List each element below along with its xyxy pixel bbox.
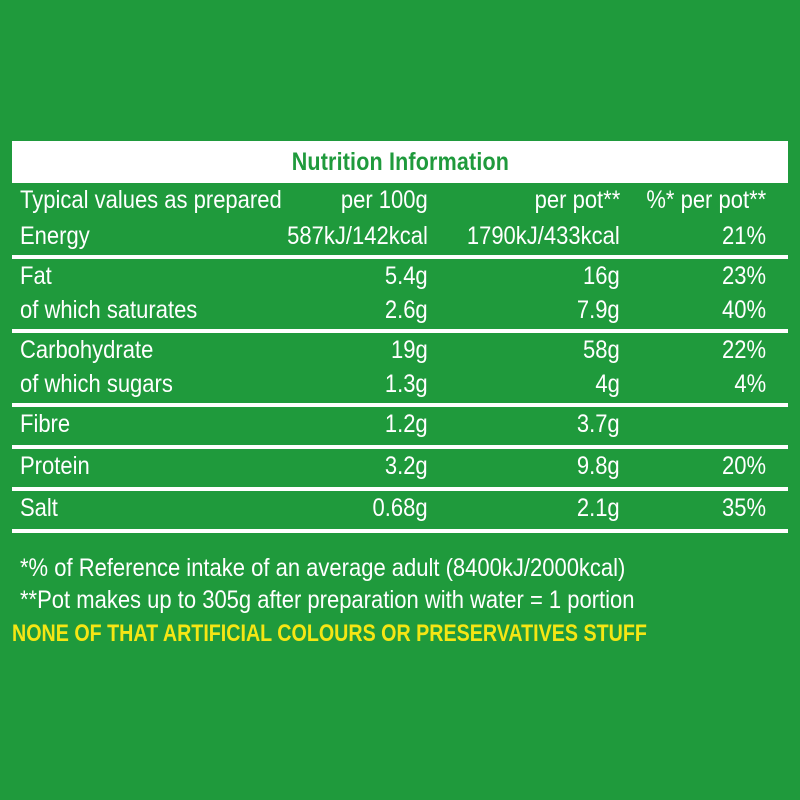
sugars-label: of which sugars xyxy=(20,370,173,398)
salt-pct: 35% xyxy=(721,494,766,522)
saturates-per100: 2.6g xyxy=(385,296,428,324)
slogan: NONE OF THAT ARTIFICIAL COLOURS OR PRESE… xyxy=(12,620,647,647)
sugars-pct: 4% xyxy=(734,370,766,398)
saturates-perpot: 7.9g xyxy=(577,296,620,324)
footnotes: *% of Reference intake of an average adu… xyxy=(12,552,792,652)
salt-row: Salt 0.68g 2.1g 35% xyxy=(12,491,788,529)
energy-per100: 587kJ/142kcal xyxy=(287,222,428,250)
header-row: Typical values as prepared per 100g per … xyxy=(12,183,788,219)
divider xyxy=(12,403,788,407)
carbohydrate-perpot: 58g xyxy=(583,336,620,364)
protein-per100: 3.2g xyxy=(385,452,428,480)
divider xyxy=(12,529,788,533)
carbohydrate-pct: 22% xyxy=(721,336,766,364)
footnote-reference: *% of Reference intake of an average adu… xyxy=(20,554,626,582)
header-label: Typical values as prepared xyxy=(20,186,282,214)
energy-perpot: 1790kJ/433kcal xyxy=(467,222,620,250)
carbohydrate-group: Carbohydrate 19g 58g 22% of which sugars… xyxy=(12,333,788,403)
fibre-per100: 1.2g xyxy=(385,410,428,438)
carbohydrate-per100: 19g xyxy=(391,336,428,364)
salt-perpot: 2.1g xyxy=(577,494,620,522)
table-title: Nutrition Information xyxy=(291,147,509,176)
energy-pct: 21% xyxy=(721,222,766,250)
energy-label: Energy xyxy=(20,222,90,250)
protein-perpot: 9.8g xyxy=(577,452,620,480)
fat-per100: 5.4g xyxy=(385,262,428,290)
header-per100: per 100g xyxy=(341,186,428,214)
fat-label: Fat xyxy=(20,262,52,290)
salt-label: Salt xyxy=(20,494,58,522)
protein-pct: 20% xyxy=(721,452,766,480)
divider xyxy=(12,255,788,259)
header-perpot: per pot** xyxy=(534,186,620,214)
fat-pct: 23% xyxy=(721,262,766,290)
fibre-label: Fibre xyxy=(20,410,71,438)
protein-label: Protein xyxy=(20,452,90,480)
sugars-perpot: 4g xyxy=(595,370,620,398)
salt-per100: 0.68g xyxy=(372,494,428,522)
title-bar: Nutrition Information xyxy=(12,141,788,183)
nutrition-table: Nutrition Information Typical values as … xyxy=(12,141,788,533)
footnote-portion: **Pot makes up to 305g after preparation… xyxy=(20,586,635,614)
protein-row: Protein 3.2g 9.8g 20% xyxy=(12,449,788,487)
saturates-pct: 40% xyxy=(721,296,766,324)
fibre-row: Fibre 1.2g 3.7g xyxy=(12,407,788,445)
fat-group: Fat 5.4g 16g 23% of which saturates 2.6g… xyxy=(12,259,788,329)
divider xyxy=(12,445,788,449)
saturates-label: of which saturates xyxy=(20,296,198,324)
carbohydrate-label: Carbohydrate xyxy=(20,336,154,364)
divider xyxy=(12,487,788,491)
header-pct: %* per pot** xyxy=(646,186,766,214)
energy-row: Energy 587kJ/142kcal 1790kJ/433kcal 21% xyxy=(12,219,788,255)
fibre-perpot: 3.7g xyxy=(577,410,620,438)
divider xyxy=(12,329,788,333)
sugars-per100: 1.3g xyxy=(385,370,428,398)
fat-perpot: 16g xyxy=(583,262,620,290)
